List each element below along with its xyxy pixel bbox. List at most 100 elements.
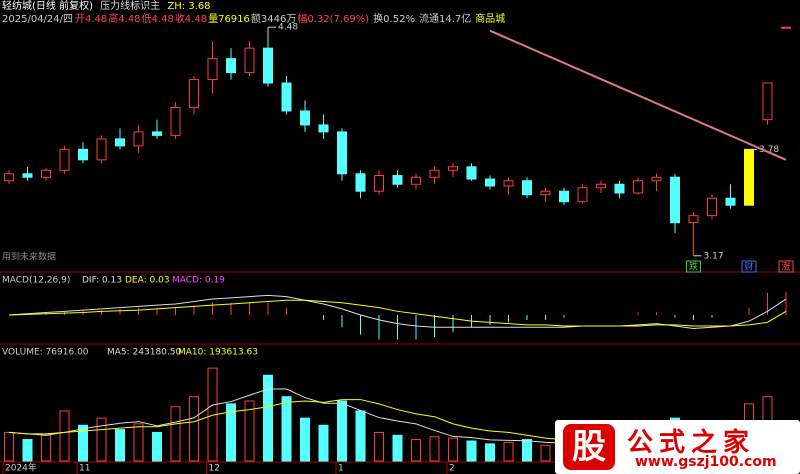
marker-box	[778, 260, 794, 273]
candle-body	[633, 180, 643, 194]
candle-body	[429, 169, 440, 178]
turnover: 换0.52%	[373, 14, 415, 25]
candle-body	[614, 183, 625, 194]
marker: 跌	[689, 262, 698, 273]
candle-body	[485, 178, 495, 187]
low: 低4.48	[141, 14, 174, 25]
dif-label: DIF: 0.13	[82, 276, 122, 286]
volume-bar	[189, 396, 199, 462]
pressure-line	[489, 29, 787, 161]
x-tick-label: 1	[338, 464, 344, 474]
candle-body	[41, 169, 51, 178]
candle-body	[22, 173, 33, 178]
watermark-logo: 股	[563, 424, 615, 470]
macd-header: MACD(12,26,9)	[2, 276, 70, 286]
volume-bar	[392, 434, 403, 462]
candle-body	[318, 124, 329, 133]
candle-body	[263, 47, 273, 84]
marker-box	[741, 260, 757, 273]
candle-body	[448, 166, 458, 171]
x-tick-label: 11	[79, 464, 90, 474]
candle-body	[781, 26, 791, 29]
x-tick-label: 2	[449, 464, 455, 474]
dea-line	[8, 299, 787, 327]
volume-bar	[4, 431, 14, 462]
volume-bar	[466, 440, 477, 462]
dea-label: DEA: 0.03	[125, 276, 170, 286]
volume-bar	[281, 396, 292, 462]
watermark-name: 公式之家	[627, 428, 756, 458]
candle-body	[189, 79, 199, 108]
volume-bar	[170, 406, 181, 462]
header-1: 轻纺城(日线 前复权) 压力线标识主 ZH: 3.68	[2, 1, 215, 13]
candle-body	[133, 131, 144, 147]
candle-body	[596, 183, 606, 189]
candle-body	[707, 197, 717, 217]
candle-body	[78, 148, 88, 161]
volume-bar	[59, 410, 70, 462]
x-tick-label: 12	[209, 464, 220, 474]
candle-body	[744, 148, 754, 206]
candle-body	[577, 187, 588, 203]
candle-body	[355, 173, 366, 192]
volume-header: VOLUME: 76916.00	[2, 348, 89, 358]
candle-body	[522, 180, 532, 196]
volume-bar	[22, 439, 33, 462]
candle-body	[466, 166, 477, 180]
candle-body	[374, 175, 384, 192]
candle-body	[670, 176, 680, 224]
header-2: 2025/04/24/四 开4.48高4.48低4.48收4.48量76916额3…	[2, 14, 509, 26]
dif-line	[8, 294, 787, 330]
zh: ZH: 3.68	[167, 1, 211, 12]
candle-body	[651, 176, 662, 182]
volume-bar	[355, 410, 366, 462]
float: 流通14.7亿	[418, 14, 472, 25]
volume-bar	[540, 444, 551, 462]
candle-body	[170, 106, 181, 136]
candle-body	[115, 138, 125, 147]
candle-body	[392, 175, 403, 185]
candle-body	[337, 131, 347, 175]
x-tick-label: 2024年	[5, 462, 37, 474]
volume-bar	[337, 400, 347, 462]
volume: 量76916	[208, 14, 250, 25]
candle-body	[244, 47, 255, 74]
high: 高4.48	[108, 14, 141, 25]
ma5-label: MA5: 243180.50	[107, 348, 181, 358]
volume-bar	[318, 424, 329, 462]
close: 收4.48	[174, 14, 208, 25]
price-label: 4.48	[278, 23, 298, 33]
note: 用到未来数据	[2, 251, 56, 263]
candle-body	[226, 58, 236, 74]
watermark: 股 公式之家 www.gszj100.com	[555, 420, 800, 474]
price-label: 3.78	[759, 145, 779, 155]
ma10-label: MA10: 193613.63	[178, 348, 258, 358]
volume-bar	[411, 439, 421, 462]
open: 开4.48	[75, 14, 108, 25]
candle-body	[503, 180, 514, 187]
volume-bar	[300, 417, 310, 462]
price-label: 3.17	[704, 251, 724, 261]
volume-bar	[78, 424, 88, 462]
candle-body	[96, 138, 107, 161]
amount: 额3446万	[250, 14, 297, 25]
candle-body	[59, 148, 70, 171]
volume-bar	[133, 423, 144, 462]
sector: 商品城	[475, 14, 506, 25]
candle-body	[281, 82, 292, 112]
change: 幅0.32(7.69%)	[297, 14, 370, 25]
candle-body	[300, 110, 310, 126]
volume-bar	[429, 436, 440, 462]
date: 2025/04/24/四	[2, 14, 74, 25]
candle-body	[411, 176, 421, 185]
indicator: 压力线标识主	[100, 1, 161, 12]
marker-box	[686, 260, 701, 273]
candle-body	[152, 131, 162, 136]
volume-bar	[374, 431, 384, 462]
candle-body	[762, 82, 773, 121]
volume-bar	[522, 439, 532, 462]
candle-body	[4, 173, 14, 182]
title: 轻纺城(日线 前复权)	[2, 1, 93, 12]
